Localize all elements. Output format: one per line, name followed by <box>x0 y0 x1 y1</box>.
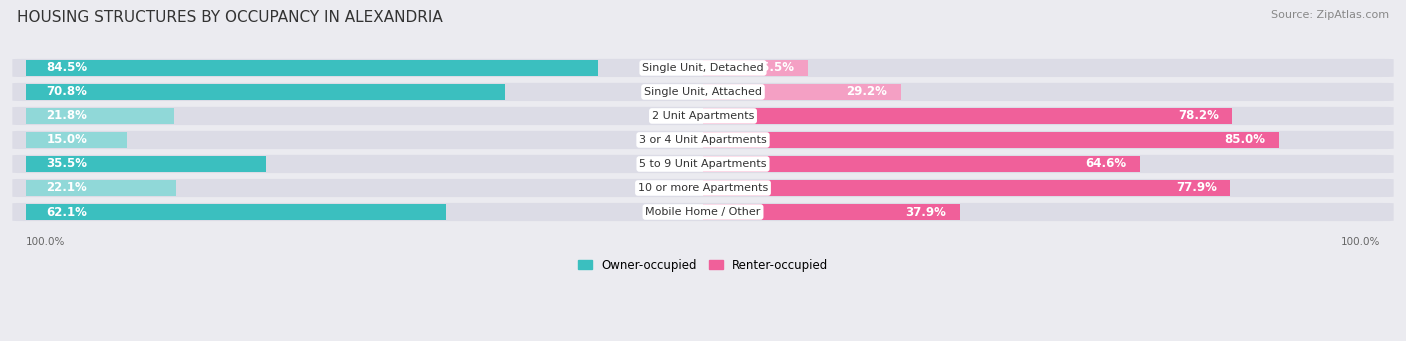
Legend: Owner-occupied, Renter-occupied: Owner-occupied, Renter-occupied <box>578 259 828 272</box>
Bar <box>703 156 1140 172</box>
FancyBboxPatch shape <box>13 59 1393 77</box>
FancyBboxPatch shape <box>13 131 1393 149</box>
Bar <box>25 204 446 220</box>
Text: Single Unit, Detached: Single Unit, Detached <box>643 63 763 73</box>
Bar <box>703 108 1233 124</box>
Text: 85.0%: 85.0% <box>1225 133 1265 147</box>
Bar <box>703 84 901 100</box>
Text: 77.9%: 77.9% <box>1175 181 1218 194</box>
FancyBboxPatch shape <box>13 155 1393 173</box>
Text: 21.8%: 21.8% <box>46 109 87 122</box>
Text: 84.5%: 84.5% <box>46 61 87 74</box>
Text: 2 Unit Apartments: 2 Unit Apartments <box>652 111 754 121</box>
Text: HOUSING STRUCTURES BY OCCUPANCY IN ALEXANDRIA: HOUSING STRUCTURES BY OCCUPANCY IN ALEXA… <box>17 10 443 25</box>
Text: 3 or 4 Unit Apartments: 3 or 4 Unit Apartments <box>640 135 766 145</box>
Text: 5 to 9 Unit Apartments: 5 to 9 Unit Apartments <box>640 159 766 169</box>
Text: 37.9%: 37.9% <box>905 206 946 219</box>
Bar <box>25 132 128 148</box>
Text: 100.0%: 100.0% <box>1341 237 1381 247</box>
Bar <box>25 156 266 172</box>
Bar <box>703 180 1230 196</box>
FancyBboxPatch shape <box>13 179 1393 197</box>
Text: 78.2%: 78.2% <box>1178 109 1219 122</box>
Text: 64.6%: 64.6% <box>1085 158 1126 170</box>
Bar <box>703 60 808 76</box>
Text: Source: ZipAtlas.com: Source: ZipAtlas.com <box>1271 10 1389 20</box>
Bar <box>703 204 960 220</box>
Bar <box>25 84 505 100</box>
Bar <box>25 60 598 76</box>
FancyBboxPatch shape <box>13 203 1393 221</box>
Text: Single Unit, Attached: Single Unit, Attached <box>644 87 762 97</box>
Bar <box>25 108 173 124</box>
Text: 35.5%: 35.5% <box>46 158 87 170</box>
Text: 15.5%: 15.5% <box>754 61 794 74</box>
Bar <box>25 180 176 196</box>
Text: 100.0%: 100.0% <box>25 237 65 247</box>
Text: 70.8%: 70.8% <box>46 86 87 99</box>
FancyBboxPatch shape <box>13 83 1393 101</box>
Text: 10 or more Apartments: 10 or more Apartments <box>638 183 768 193</box>
Bar <box>703 132 1278 148</box>
FancyBboxPatch shape <box>13 107 1393 125</box>
Text: 15.0%: 15.0% <box>46 133 87 147</box>
Text: 62.1%: 62.1% <box>46 206 87 219</box>
Text: Mobile Home / Other: Mobile Home / Other <box>645 207 761 217</box>
Text: 29.2%: 29.2% <box>846 86 887 99</box>
Text: 22.1%: 22.1% <box>46 181 87 194</box>
